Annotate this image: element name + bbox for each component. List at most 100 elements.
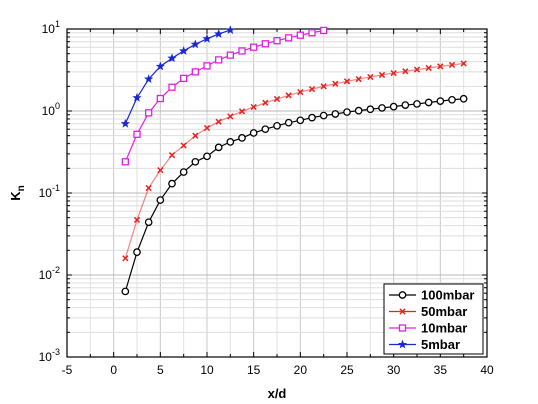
data-point-5mbar: [202, 33, 212, 43]
data-point-100mbar: [308, 113, 316, 122]
data-point-100mbar: [378, 104, 386, 112]
data-point-50mbar: [343, 78, 351, 85]
x-axis-title: x/d: [268, 386, 287, 401]
data-point-50mbar: [378, 71, 386, 79]
data-point-100mbar: [168, 179, 176, 188]
data-point-100mbar: [389, 102, 398, 111]
data-point-100mbar: [448, 95, 456, 104]
data-point-10mbar: [296, 31, 304, 39]
data-point-10mbar: [226, 51, 234, 59]
data-point-10mbar: [308, 29, 316, 37]
data-point-5mbar: [144, 74, 154, 84]
data-point-100mbar: [203, 152, 211, 161]
data-point-100mbar: [331, 110, 340, 118]
data-point-50mbar: [390, 69, 397, 77]
data-point-100mbar: [366, 105, 375, 114]
data-point-10mbar: [238, 47, 246, 55]
y-tick-base: 10: [42, 104, 56, 118]
data-point-5mbar: [155, 61, 165, 71]
data-point-100mbar: [319, 111, 328, 120]
series-line-50mbar: [124, 62, 464, 259]
data-point-5mbar: [179, 46, 189, 55]
x-tick-label: 40: [480, 363, 494, 377]
y-tick-label: 10-3: [39, 347, 60, 364]
data-point-100mbar: [249, 129, 258, 137]
data-point-50mbar: [297, 88, 304, 96]
data-point-50mbar: [448, 61, 456, 69]
data-point-100mbar: [284, 118, 293, 127]
data-point-50mbar: [460, 60, 467, 67]
legend-item-100mbar: 100mbar: [389, 288, 474, 303]
data-point-100mbar: [261, 125, 270, 134]
y-tick-exponent: -1: [52, 183, 60, 193]
data-point-100mbar: [133, 248, 141, 256]
x-tick-label: 0: [110, 363, 117, 377]
data-point-10mbar: [133, 130, 141, 138]
y-tick-base: 10: [39, 268, 53, 282]
data-point-10mbar: [121, 158, 129, 166]
data-point-100mbar: [343, 108, 351, 116]
x-tick-label: -5: [62, 363, 73, 377]
x-tick-label: 35: [434, 363, 448, 377]
data-point-50mbar: [332, 80, 339, 87]
x-tick-label: 25: [340, 363, 354, 377]
data-point-100mbar: [413, 100, 421, 108]
data-point-5mbar: [214, 29, 224, 38]
data-point-100mbar: [401, 101, 410, 109]
y-axis-title-subscript: n: [16, 185, 27, 191]
data-point-5mbar: [167, 53, 177, 63]
y-tick-exponent: -2: [52, 265, 60, 275]
data-point-100mbar: [214, 143, 223, 152]
data-point-50mbar: [413, 66, 421, 73]
data-point-50mbar: [285, 92, 292, 99]
axis-ticks: [66, 29, 488, 358]
series-100mbar: [121, 94, 468, 296]
data-point-50mbar: [355, 75, 362, 83]
series-line-10mbar: [124, 29, 324, 163]
data-point-100mbar: [144, 218, 153, 227]
y-tick-base: 10: [39, 350, 53, 364]
y-tick-exponent: 1: [55, 19, 60, 29]
data-point-10mbar: [273, 37, 281, 45]
x-tick-label: 20: [294, 363, 308, 377]
data-point-50mbar: [145, 184, 152, 192]
legend-label: 5mbar: [421, 337, 460, 352]
legend-label: 50mbar: [421, 304, 467, 319]
data-point-50mbar: [273, 95, 281, 103]
y-tick-exponent: -3: [52, 347, 60, 357]
y-tick-label: 100: [42, 101, 60, 118]
data-point-100mbar: [121, 287, 130, 296]
data-point-10mbar: [250, 43, 258, 51]
legend-label: 10mbar: [421, 321, 467, 336]
legend-item-50mbar: 50mbar: [389, 304, 467, 319]
data-point-5mbar: [190, 39, 200, 49]
data-point-50mbar: [402, 68, 409, 75]
data-point-50mbar: [180, 142, 187, 149]
x-tick-label: 30: [387, 363, 401, 377]
data-point-10mbar: [215, 56, 223, 64]
data-point-50mbar: [308, 85, 316, 93]
data-point-50mbar: [367, 73, 374, 81]
data-point-100mbar: [459, 94, 468, 103]
series-line-5mbar: [124, 29, 231, 124]
data-point-50mbar: [215, 118, 222, 125]
data-point-10mbar: [285, 34, 293, 42]
data-point-50mbar: [157, 167, 164, 174]
x-tick-labels: -5 0 5 10 15 20 25 30 35 40: [62, 363, 494, 377]
y-tick-base: 10: [42, 22, 56, 36]
y-tick-label: 101: [42, 19, 60, 36]
data-point-10mbar: [320, 26, 328, 35]
y-axis-title-main: K: [8, 191, 23, 201]
data-point-50mbar: [133, 216, 141, 224]
series-50mbar: [122, 60, 467, 262]
data-point-50mbar: [437, 63, 444, 70]
legend-swatch-marker: [399, 308, 406, 315]
data-point-100mbar: [191, 157, 200, 166]
legend-swatch-marker: [397, 339, 408, 349]
data-point-100mbar: [424, 98, 433, 107]
x-tick-label: 5: [157, 363, 164, 377]
y-tick-label: 10-2: [39, 265, 60, 282]
